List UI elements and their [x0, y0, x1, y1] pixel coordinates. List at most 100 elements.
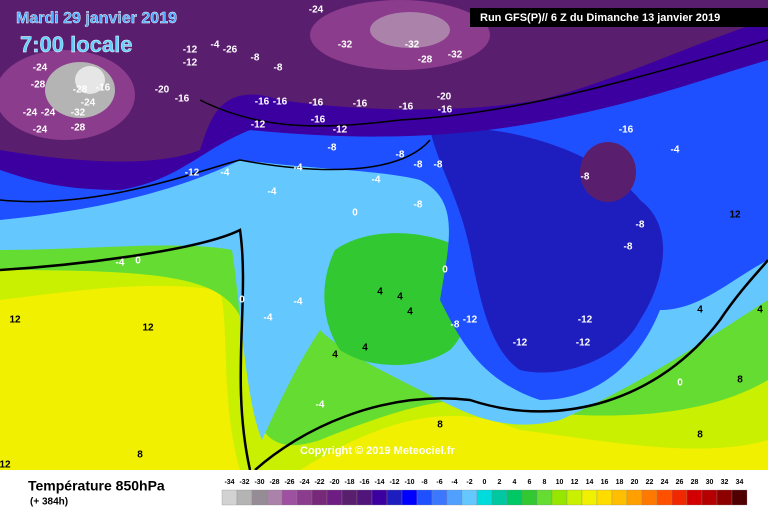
contour-label: 12	[0, 460, 11, 471]
contour-label: -28	[73, 85, 88, 96]
contour-label: -24	[23, 108, 38, 119]
colorbar-label: 14	[586, 479, 594, 486]
colorbar-label: 18	[616, 479, 624, 486]
colorbar-label: 16	[601, 479, 609, 486]
contour-labels: -24-28-24 -24-24-28-24-16-32-28-20-16-12-…	[0, 5, 763, 471]
contour-label: 12	[729, 210, 741, 221]
contour-label: -28	[71, 123, 86, 134]
temp-zone	[370, 12, 450, 48]
contour-label: -28	[31, 80, 46, 91]
contour-label: -28	[418, 55, 433, 66]
contour-label: -4	[264, 313, 273, 324]
colorbar-swatch	[311, 489, 328, 506]
contour-label: -16	[96, 83, 111, 94]
colorbar-label: -18	[344, 479, 354, 486]
colorbar-label: -8	[421, 479, 427, 486]
contour-label: -8	[396, 150, 405, 161]
contour-label: -32	[405, 40, 420, 51]
contour-label: -12	[183, 58, 198, 69]
contour-label: -20	[155, 85, 170, 96]
colorbar-label: -12	[389, 479, 399, 486]
contour-label: -4	[116, 258, 125, 269]
contour-label: -24	[309, 5, 324, 16]
colorbar-label: -24	[299, 479, 309, 486]
contour-label: -12	[251, 120, 266, 131]
colorbar-label: -30	[254, 479, 264, 486]
contour-label: 4	[397, 292, 403, 303]
contour-label: -8	[274, 63, 283, 74]
contour-label: -4	[294, 163, 303, 174]
temp-zone	[324, 233, 473, 365]
contour-label: -16	[619, 125, 634, 136]
colorbar-label: 32	[721, 479, 729, 486]
contour-label: -32	[71, 108, 86, 119]
copyright: Copyright © 2019 Meteociel.fr	[300, 445, 456, 457]
contour-label: -4	[268, 187, 277, 198]
contour-label: -26	[223, 45, 238, 56]
temp-zone	[0, 0, 768, 162]
colorbar-label: -6	[436, 479, 442, 486]
colorbar-swatch	[671, 489, 688, 506]
colorbar-swatch	[401, 489, 418, 506]
contour-label: -12	[185, 168, 200, 179]
contour-label: -12	[513, 338, 528, 349]
contour-label: -12	[333, 125, 348, 136]
contour-label: 8	[737, 375, 743, 386]
colorbar-swatch	[446, 489, 463, 506]
colorbar-label: -10	[404, 479, 414, 486]
temp-zone	[580, 142, 636, 202]
colorbar-swatch	[326, 489, 343, 506]
colorbar-label: 0	[483, 479, 487, 486]
colorbar-label: -14	[374, 479, 384, 486]
contour-label: -32	[448, 50, 463, 61]
contour-label: 4	[697, 305, 703, 316]
colorbar-swatch	[341, 489, 358, 506]
colorbar-label: 26	[676, 479, 684, 486]
colorbar-label: 6	[528, 479, 532, 486]
colorbar: -34 -32 -30 -28 -26 -24 -22 -20 -18 -16 -14 -12 -10-…	[221, 479, 748, 506]
contour-label: -8	[636, 220, 645, 231]
run-info: Run GFS(P)// 6 Z du Dimanche 13 janvier …	[480, 12, 720, 24]
contour-label: 12	[9, 315, 21, 326]
colorbar-swatch	[566, 489, 583, 506]
colorbar-swatch	[641, 489, 658, 506]
contour-label: 0	[239, 295, 245, 306]
contour-label: -8	[451, 320, 460, 331]
contour-label: 0	[352, 208, 358, 219]
colorbar-label: 4	[513, 479, 517, 486]
contour-label: -16	[175, 94, 190, 105]
contour-label: 0	[442, 265, 448, 276]
colorbar-swatch	[281, 489, 298, 506]
contour-label: -32	[338, 40, 353, 51]
colorbar-swatch	[716, 489, 733, 506]
colorbar-swatch	[386, 489, 403, 506]
contour-label: 8	[697, 430, 703, 441]
colorbar-swatch	[581, 489, 598, 506]
contour-label: -12	[183, 45, 198, 56]
colorbar-swatch	[626, 489, 643, 506]
colorbar-swatch	[356, 489, 373, 506]
colorbar-swatch	[521, 489, 538, 506]
contour-label: -4	[211, 40, 220, 51]
contour-label: -8	[328, 143, 337, 154]
colorbar-swatch	[371, 489, 388, 506]
contour-label: -24	[41, 108, 56, 119]
colorbar-label: 20	[631, 479, 639, 486]
contour-label: -16	[311, 115, 326, 126]
contour-label: 4	[757, 305, 763, 316]
contour-label: 0	[135, 256, 141, 267]
contour-label: -4	[316, 400, 325, 411]
colorbar-label: -20	[329, 479, 339, 486]
contour-label: -20	[437, 92, 452, 103]
contour-label: -4	[671, 145, 680, 156]
colorbar-swatch	[551, 489, 568, 506]
contour-label: -16	[353, 99, 368, 110]
colorbar-swatch	[476, 489, 493, 506]
colorbar-label: -34	[224, 479, 234, 486]
colorbar-swatch	[656, 489, 673, 506]
colorbar-swatch	[266, 489, 283, 506]
contour-label: -12	[578, 315, 593, 326]
colorbar-label: -16	[359, 479, 369, 486]
colorbar-swatch	[611, 489, 628, 506]
